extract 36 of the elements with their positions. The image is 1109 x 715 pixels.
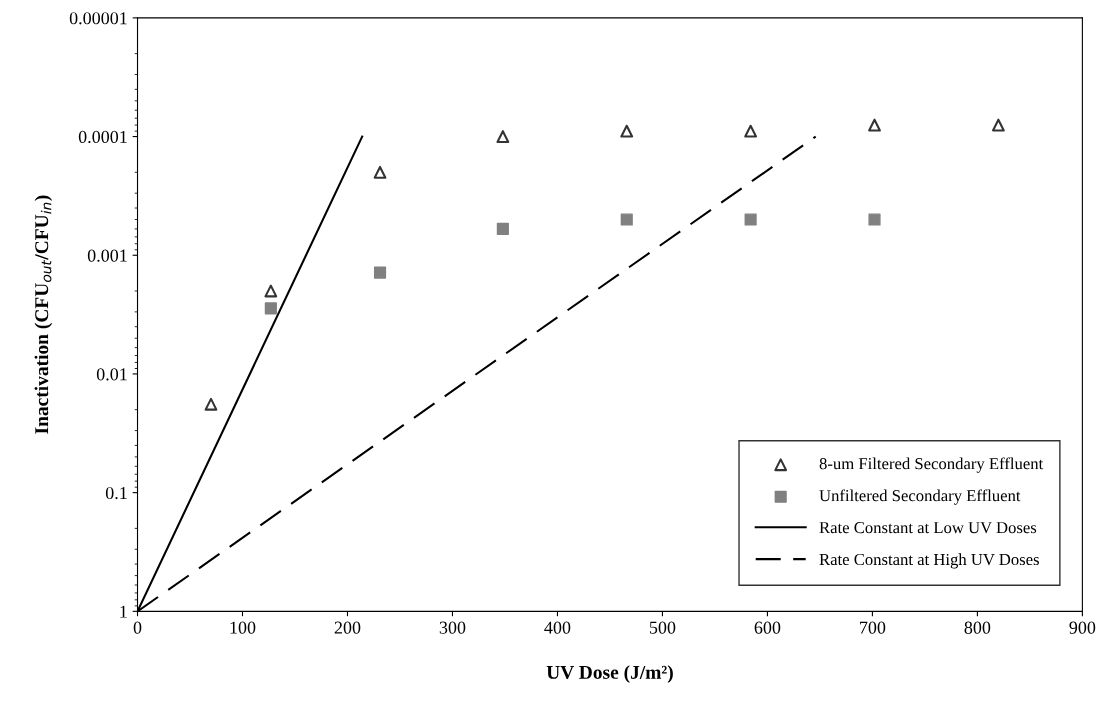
point <box>744 213 757 226</box>
y-tick-label: 1 <box>120 605 127 618</box>
point <box>868 213 881 226</box>
y-tick-label: 0.001 <box>87 249 127 262</box>
x-tick-label: 0 <box>133 621 142 634</box>
x-tick-label: 300 <box>439 621 466 634</box>
x-tick-label: 700 <box>860 621 886 634</box>
legend-label: 8-um Filtered Secondary Effluent <box>819 457 1044 473</box>
point <box>496 222 509 235</box>
point <box>991 118 1005 132</box>
x-tick-label: 100 <box>230 621 256 634</box>
point <box>744 124 758 138</box>
x-tick-label: 200 <box>334 621 361 634</box>
y-tick-label: 0.1 <box>105 486 127 500</box>
legend-label: Rate Constant at High UV Doses <box>819 553 1039 569</box>
point <box>620 124 634 138</box>
point <box>204 397 218 411</box>
x-tick-label: 500 <box>649 621 676 634</box>
point <box>264 284 278 298</box>
legend-label: Rate Constant at Low UV Doses <box>819 522 1037 534</box>
point <box>496 130 510 143</box>
point <box>264 302 277 315</box>
x-axis-title: UV Dose (J/m²) <box>546 665 673 683</box>
point <box>620 213 633 226</box>
y-axis-title: Inactivation (CFU$_{out}$/CFU$_{in}$) <box>34 195 53 434</box>
point <box>373 165 387 179</box>
legend-label: Unfiltered Secondary Effluent <box>819 489 1021 505</box>
point <box>373 266 387 279</box>
x-tick-label: 800 <box>964 621 991 634</box>
y-tick-label: 0.01 <box>96 368 127 381</box>
x-tick-label: 400 <box>544 621 571 634</box>
point <box>868 118 881 132</box>
y-tick-label: 0.0001 <box>78 130 127 144</box>
x-tick-label: 600 <box>754 621 781 634</box>
y-tick-label: 0.00001 <box>69 12 127 25</box>
x-tick-label: 900 <box>1069 621 1096 634</box>
